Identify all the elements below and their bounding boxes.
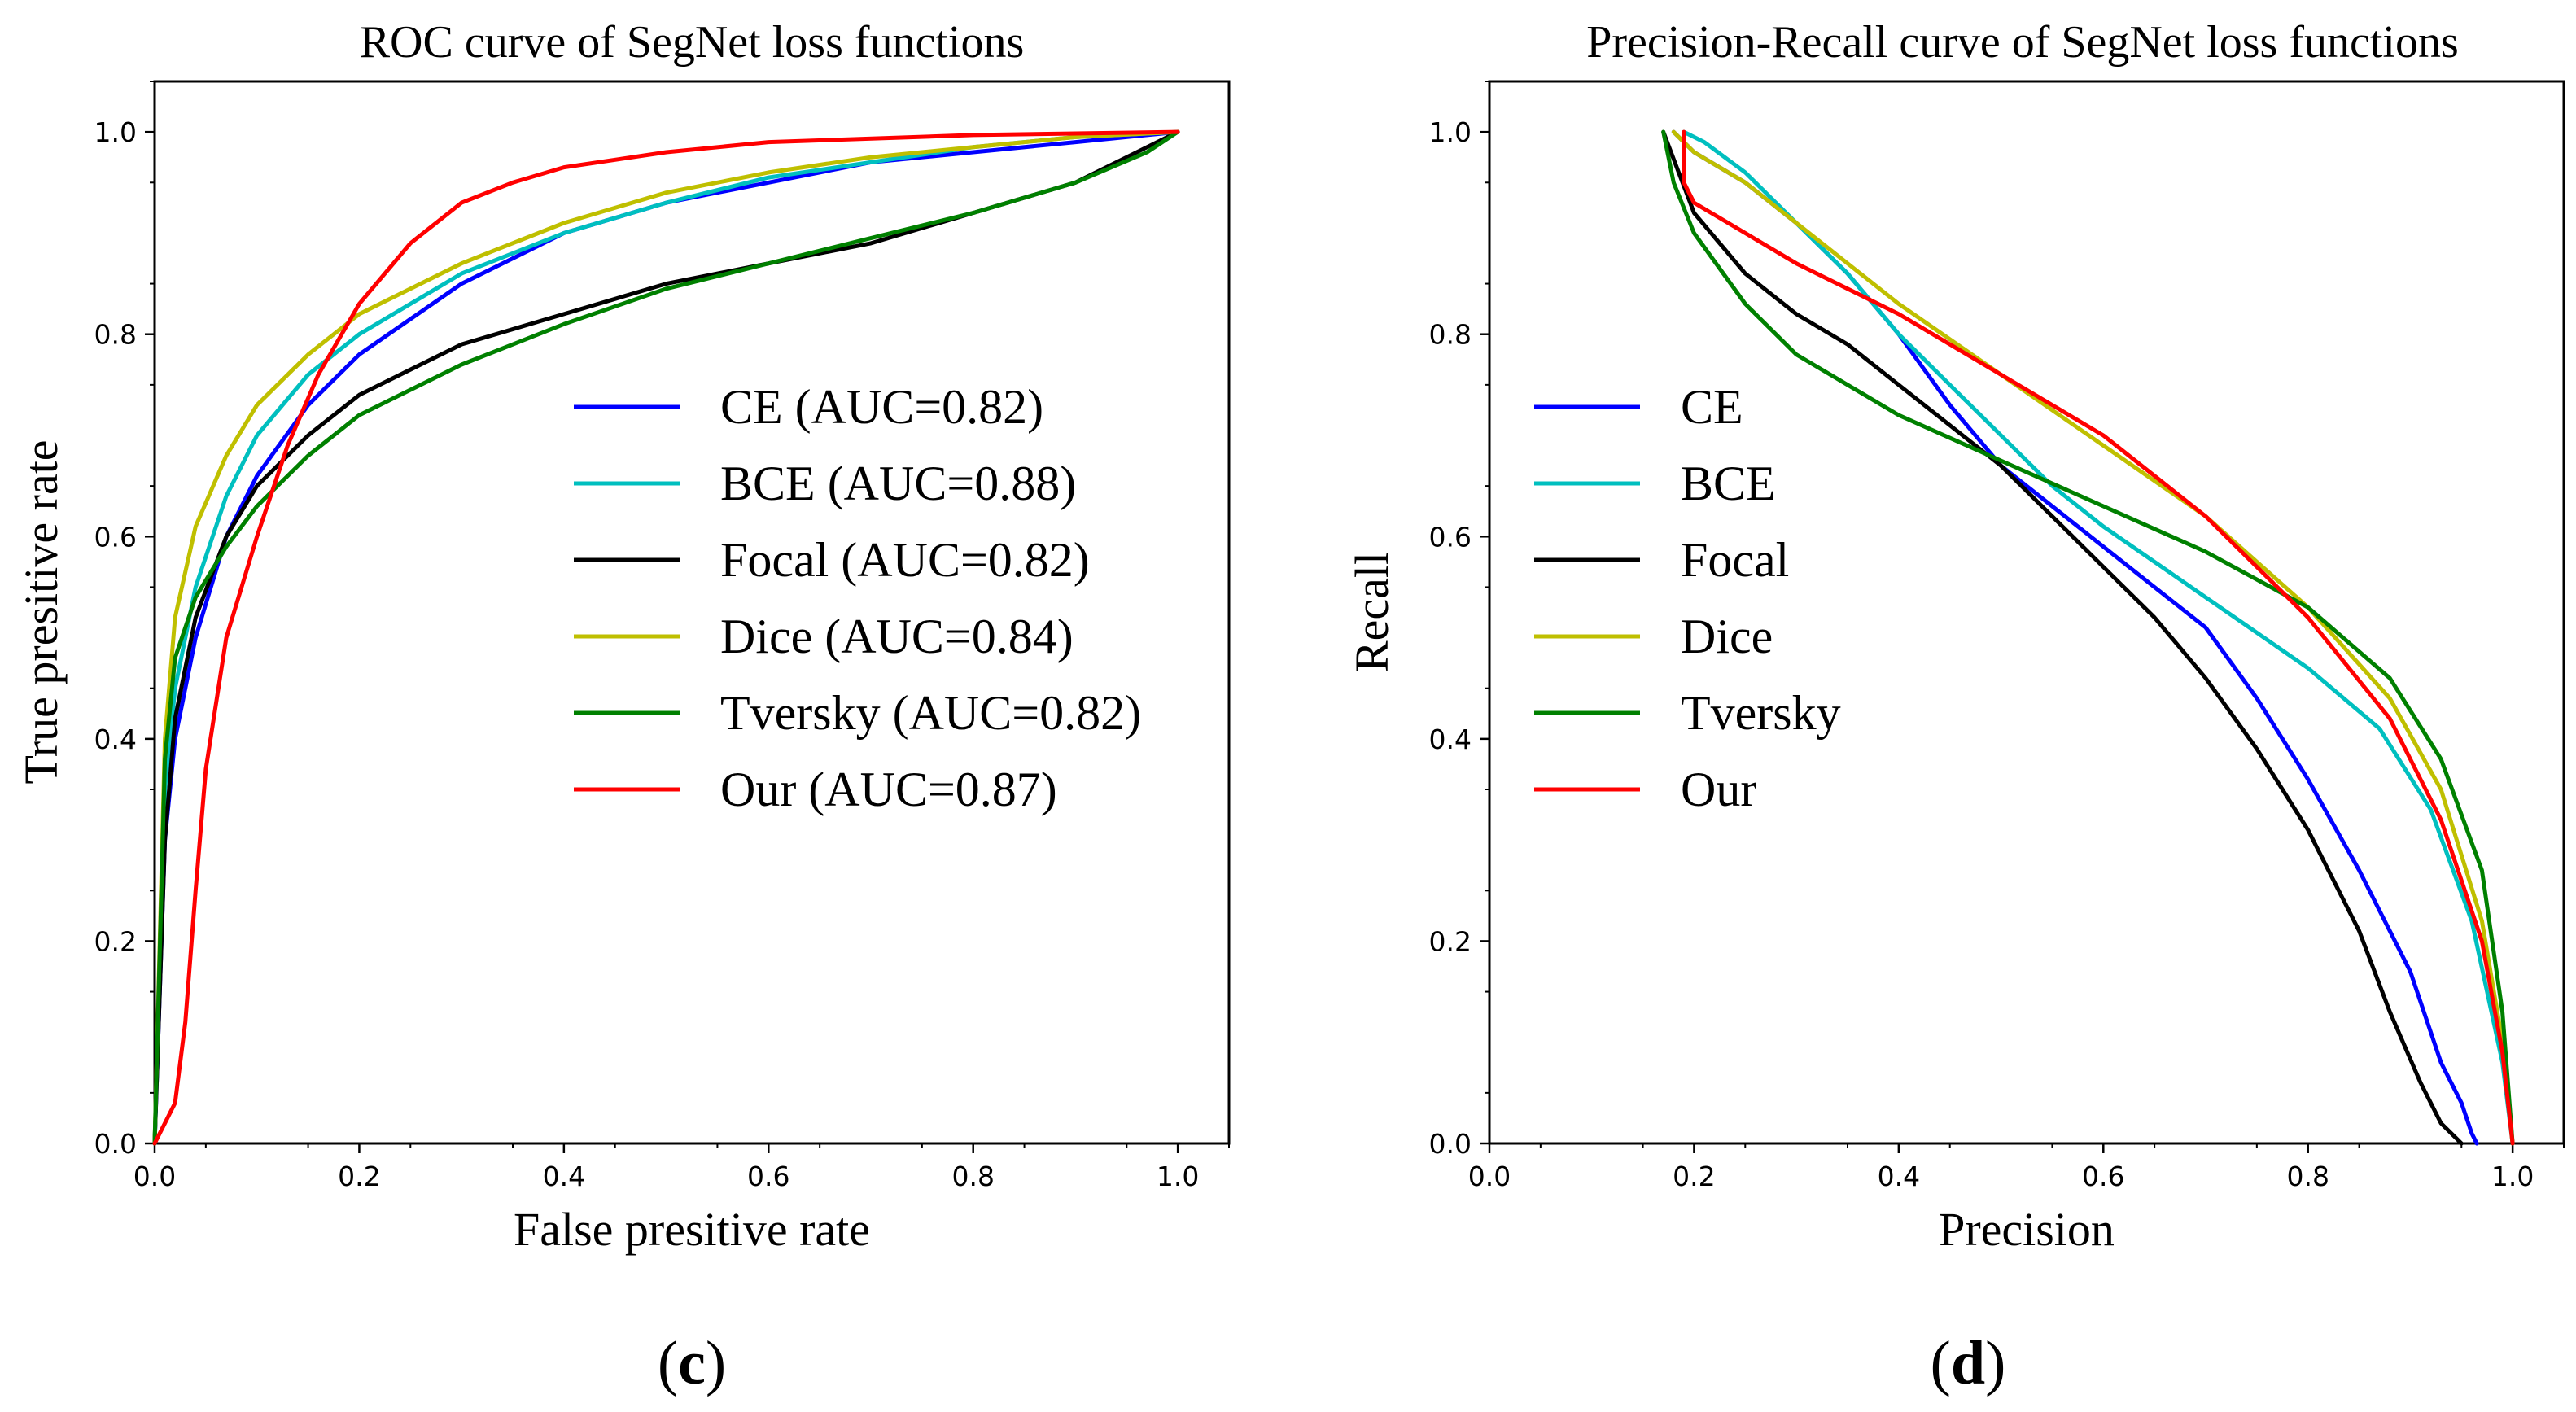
pr-legend-label-tversky: Tversky — [1681, 686, 1841, 740]
roc-ytick-label: 0.8 — [94, 319, 137, 351]
pr-legend-label-dice: Dice — [1681, 610, 1773, 663]
roc-plot-frame — [153, 80, 1231, 1145]
pr-legend-label-ce: CE — [1681, 380, 1743, 434]
pr-panel-label: (d) — [1931, 1329, 2006, 1397]
roc-ytick-label: 0.4 — [94, 723, 137, 755]
pr-legend: CE BCE Focal Dice Tversky Our — [1534, 380, 1841, 816]
roc-xtick-label: 0.0 — [133, 1161, 176, 1192]
pr-series-bce — [1682, 129, 2515, 1146]
pr-ytick-label: 0.6 — [1429, 521, 1472, 553]
pr-ticks: 0.0 0.2 0.4 0.6 0.8 1.0 0.0 0.2 0.4 0.6 0.8 1.0 — [1429, 81, 2565, 1192]
pr-xtick-label: 0.0 — [1468, 1161, 1511, 1192]
roc-chart-title: ROC curve of SegNet loss functions — [360, 17, 1025, 68]
roc-series-dice — [152, 129, 1180, 1146]
pr-chart: Precision-Recall curve of SegNet loss fu… — [1345, 17, 2565, 1397]
roc-ticks: 0.0 0.2 0.4 0.6 0.8 1.0 0.0 0.2 0.4 0.6 0.8 1.0 — [94, 81, 1230, 1192]
roc-series-focal — [152, 129, 1180, 1146]
pr-series — [1661, 129, 2515, 1146]
roc-legend-label-tversky: Tversky (AUC=0.82) — [720, 686, 1141, 740]
pr-xtick-label: 0.6 — [2082, 1161, 2124, 1192]
roc-xtick-label: 0.4 — [543, 1161, 585, 1192]
roc-ytick-label: 0.2 — [94, 925, 137, 957]
roc-series-ce — [152, 129, 1180, 1146]
pr-series-dice — [1671, 129, 2515, 1146]
pr-series-our — [1682, 129, 2515, 1146]
roc-legend-label-our: Our (AUC=0.87) — [720, 763, 1057, 816]
pr-xtick-label: 0.2 — [1673, 1161, 1715, 1192]
pr-xtick-label: 0.4 — [1878, 1161, 1920, 1192]
pr-ytick-label: 0.0 — [1429, 1128, 1472, 1160]
pr-xtick-label: 0.8 — [2286, 1161, 2329, 1192]
pr-ytick-label: 0.8 — [1429, 319, 1472, 351]
pr-chart-title: Precision-Recall curve of SegNet loss fu… — [1586, 17, 2459, 68]
pr-ytick-label: 0.4 — [1429, 723, 1472, 755]
pr-ytick-label: 1.0 — [1429, 116, 1472, 148]
roc-legend: CE (AUC=0.82) BCE (AUC=0.88) Focal (AUC=0.… — [574, 380, 1141, 816]
roc-series-bce — [152, 129, 1180, 1146]
roc-chart: ROC curve of SegNet loss functions 0.0 0.… — [15, 17, 1231, 1397]
pr-series-ce — [1671, 129, 2479, 1146]
roc-xtick-label: 0.2 — [338, 1161, 380, 1192]
roc-legend-label-focal: Focal (AUC=0.82) — [720, 533, 1090, 587]
pr-legend-label-bce: BCE — [1681, 457, 1776, 510]
roc-series-tversky — [152, 129, 1180, 1146]
pr-legend-label-focal: Focal — [1681, 533, 1789, 587]
pr-ytick-label: 0.2 — [1429, 925, 1472, 957]
roc-x-axis-label: False presitive rate — [514, 1203, 870, 1256]
roc-legend-label-ce: CE (AUC=0.82) — [720, 380, 1043, 434]
pr-legend-label-our: Our — [1681, 763, 1756, 816]
roc-ytick-label: 1.0 — [94, 116, 137, 148]
pr-xtick-label: 1.0 — [2491, 1161, 2534, 1192]
roc-ytick-label: 0.6 — [94, 521, 137, 553]
roc-panel-label: (c) — [658, 1329, 726, 1397]
pr-x-axis-label: Precision — [1939, 1203, 2115, 1256]
roc-legend-label-bce: BCE (AUC=0.88) — [720, 457, 1076, 510]
pr-series-focal — [1661, 129, 2464, 1146]
pr-y-axis-label: Recall — [1345, 552, 1398, 672]
roc-y-axis-label: True presitive rate — [15, 439, 68, 784]
roc-series-our — [152, 129, 1180, 1146]
pr-series-tversky — [1661, 129, 2515, 1146]
roc-series — [152, 129, 1180, 1146]
pr-plot-frame — [1488, 80, 2565, 1145]
roc-xtick-label: 1.0 — [1157, 1161, 1199, 1192]
roc-xtick-label: 0.6 — [747, 1161, 789, 1192]
roc-xtick-label: 0.8 — [951, 1161, 994, 1192]
roc-legend-label-dice: Dice (AUC=0.84) — [720, 610, 1074, 663]
roc-ytick-label: 0.0 — [94, 1128, 137, 1160]
